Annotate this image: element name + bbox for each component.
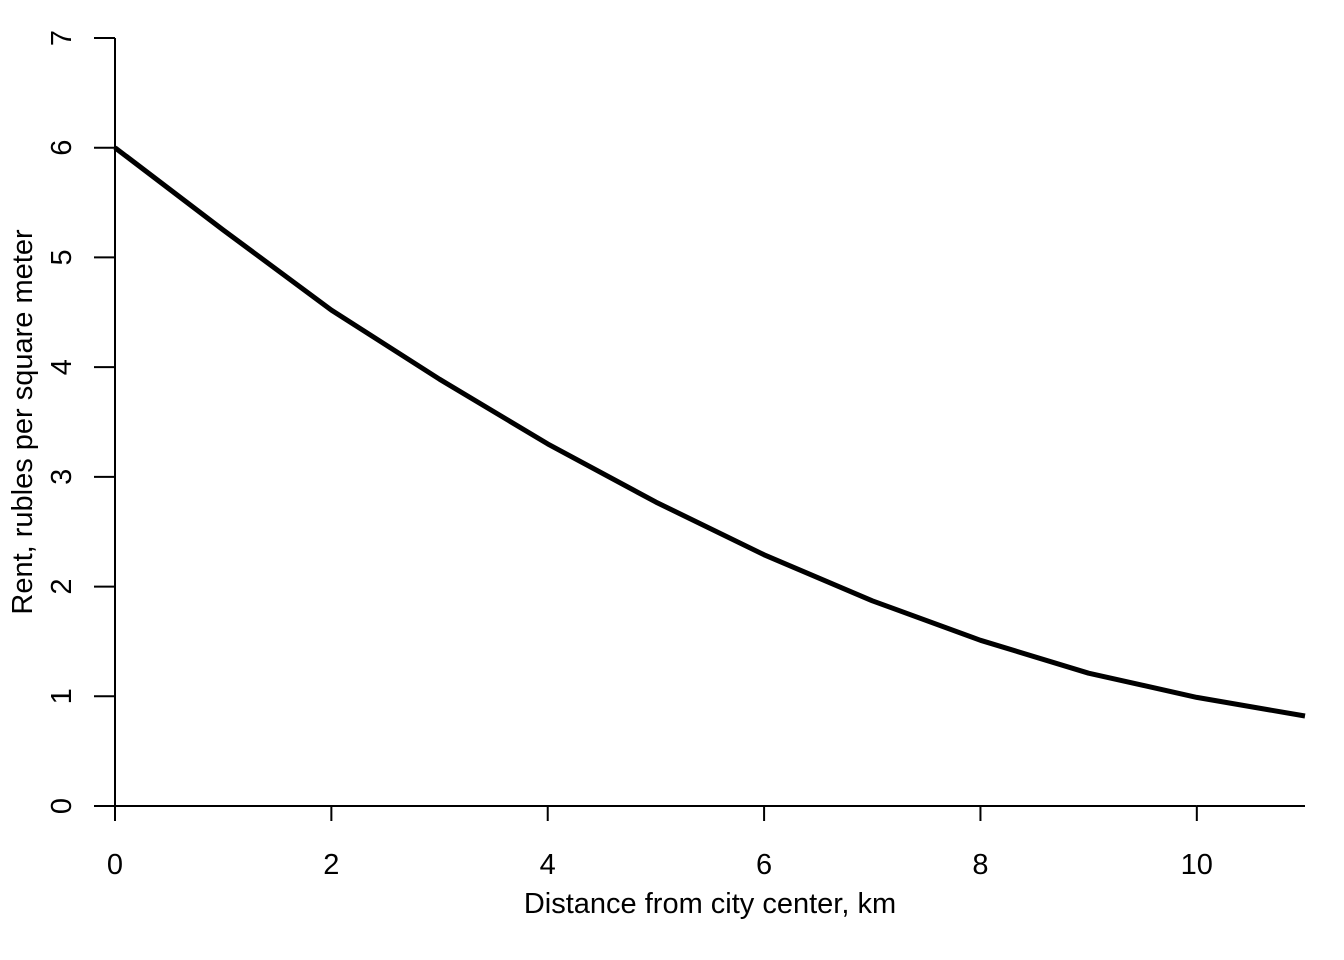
x-tick-label: 4 <box>540 849 556 881</box>
x-tick-label: 6 <box>756 849 772 881</box>
x-tick-label: 10 <box>1181 849 1213 881</box>
y-tick-label: 3 <box>46 469 78 485</box>
axes: 0 2 4 6 8 10 0 1 2 3 4 5 6 7 <box>46 30 1305 881</box>
y-tick-label: 7 <box>46 30 78 46</box>
y-tick-label: 1 <box>46 688 78 704</box>
y-tick-label: 2 <box>46 579 78 595</box>
x-tick-label: 0 <box>107 849 123 881</box>
y-axis-label: Rent, rubles per square meter <box>7 229 39 615</box>
series-layer <box>113 145 1306 719</box>
rent-curve-line <box>113 145 1306 719</box>
x-tick-label: 8 <box>972 849 988 881</box>
y-tick-label: 6 <box>46 140 78 156</box>
y-tick-label: 0 <box>46 798 78 814</box>
x-axis-label: Distance from city center, km <box>524 888 896 920</box>
y-tick-label: 4 <box>46 359 78 375</box>
y-tick-label: 5 <box>46 249 78 265</box>
x-tick-label: 2 <box>323 849 339 881</box>
